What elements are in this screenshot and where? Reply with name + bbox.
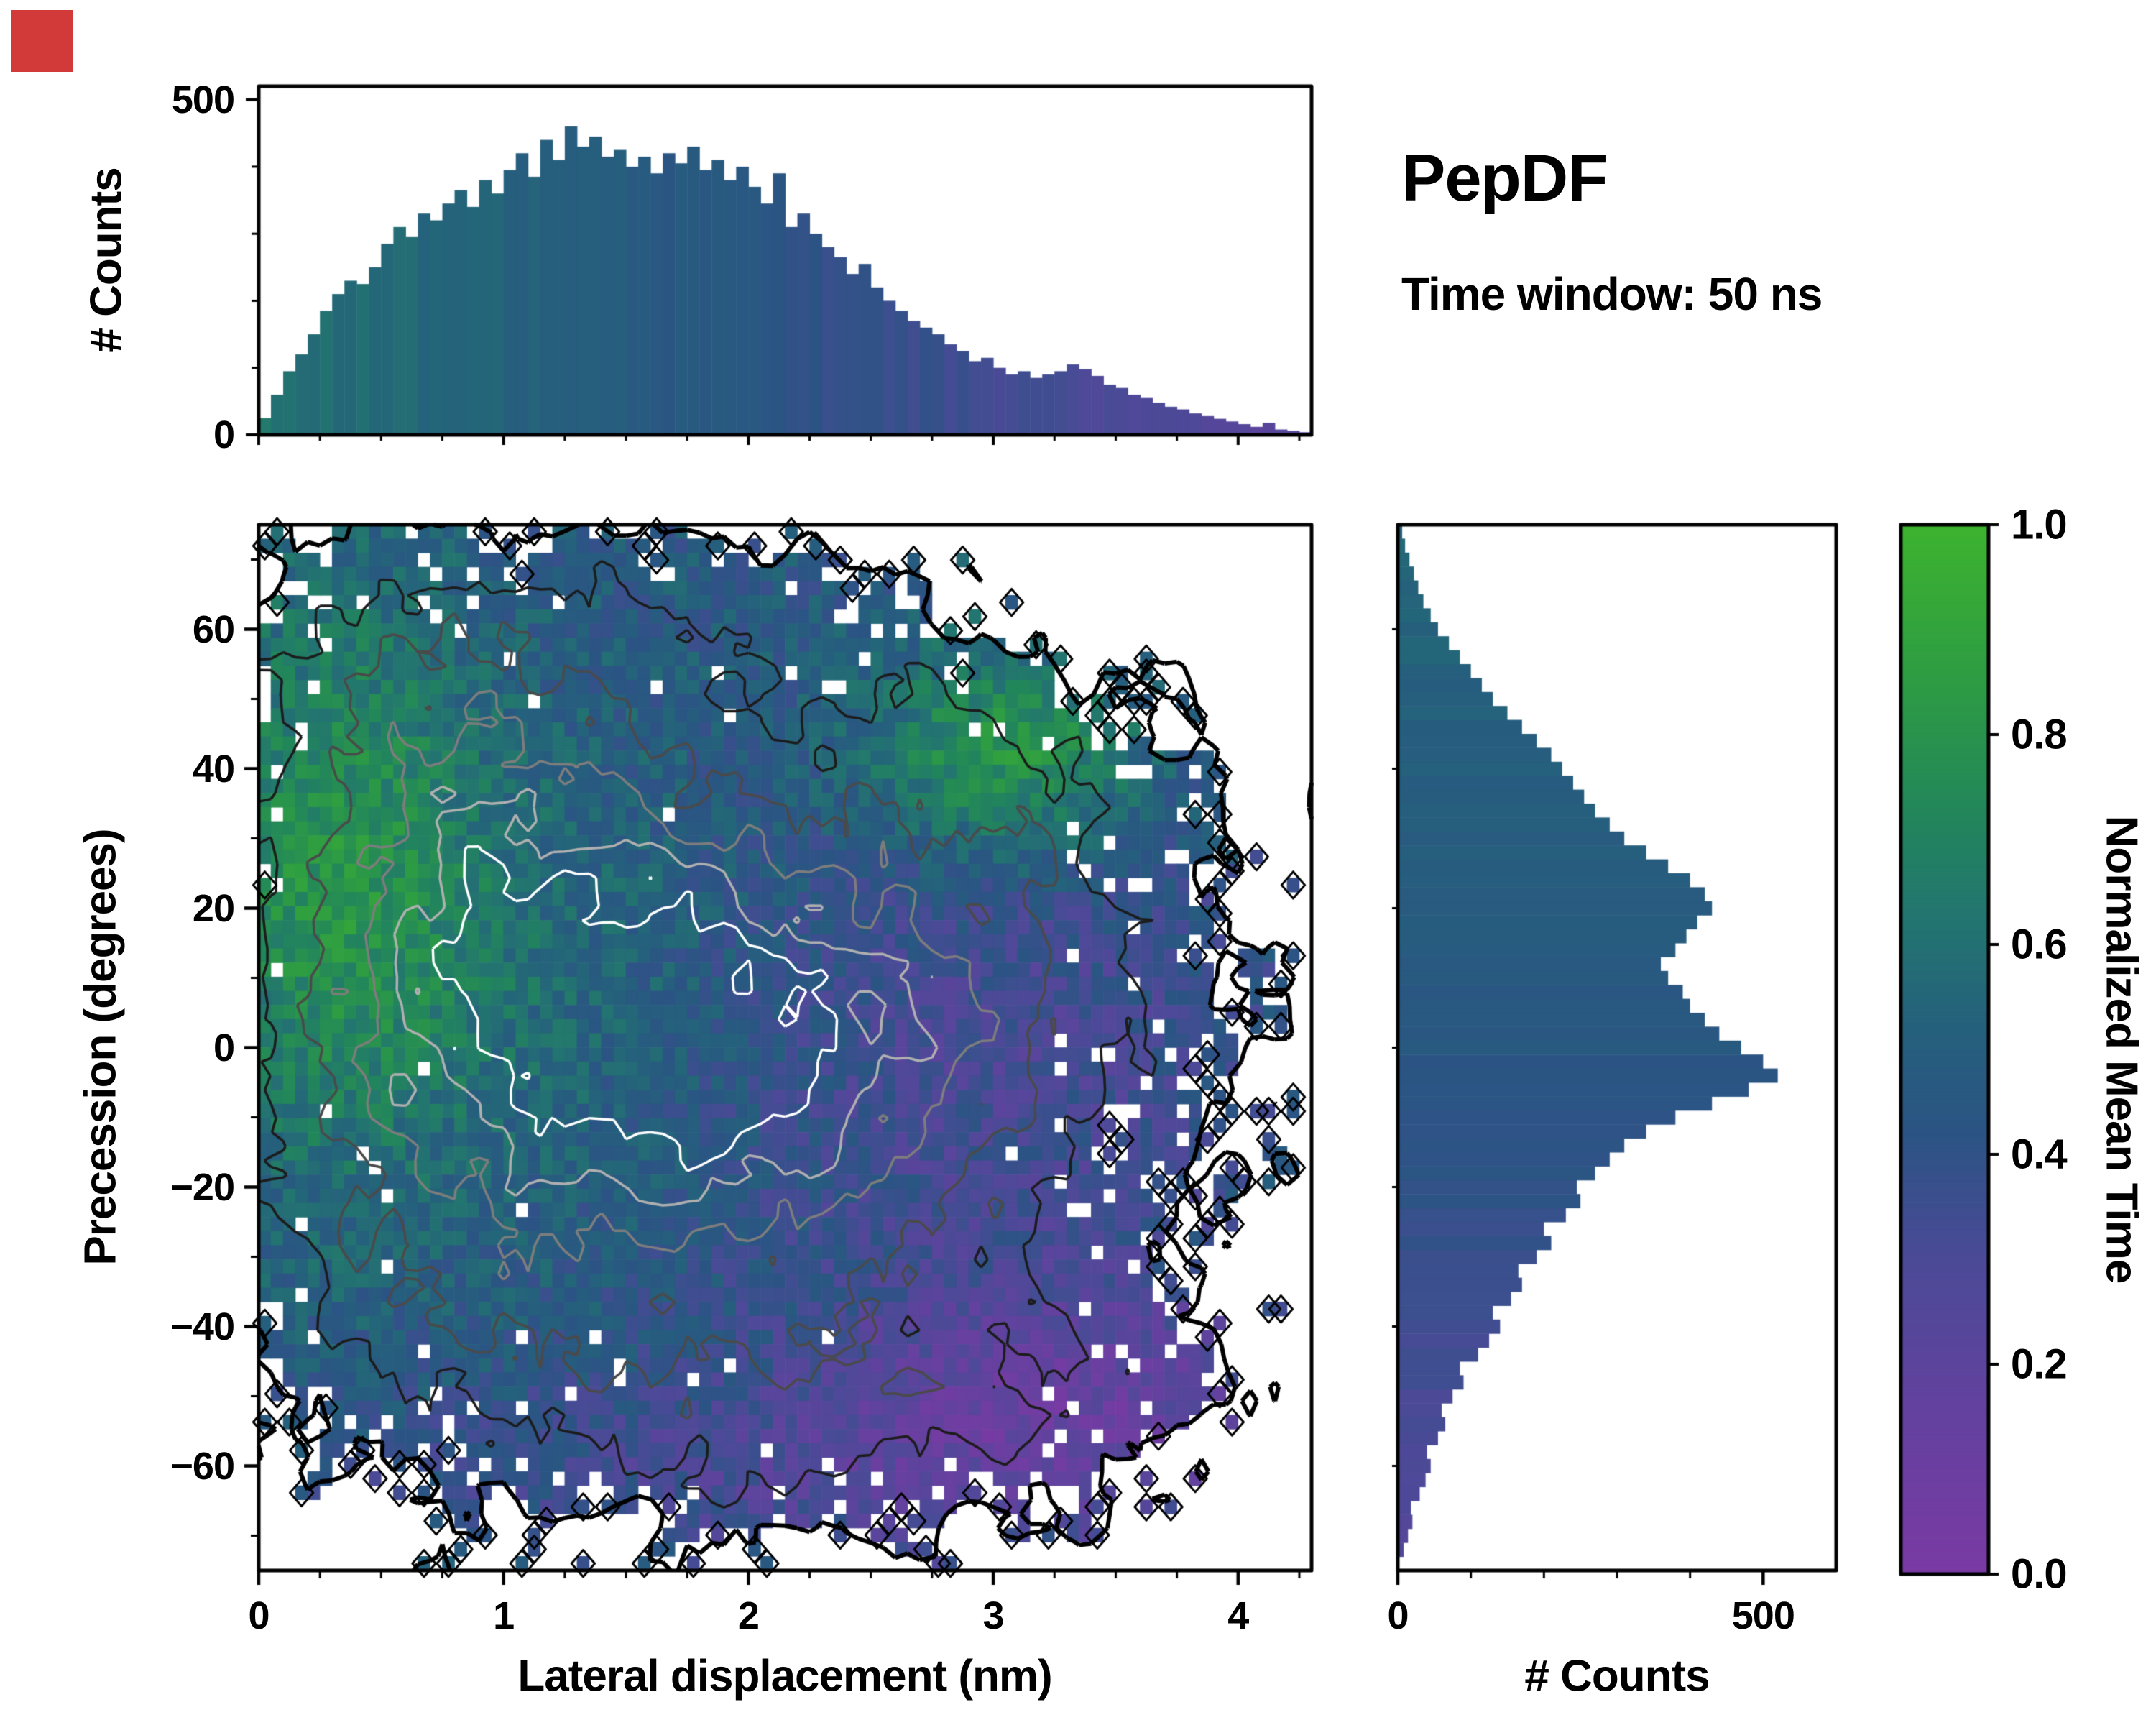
red-marker xyxy=(11,10,73,72)
tick-label: −40 xyxy=(170,1305,235,1348)
plot-title: PepDF xyxy=(1401,142,1608,215)
main-xlabel: Lateral displacement (nm) xyxy=(517,1651,1052,1701)
tick-label: 0.2 xyxy=(2011,1340,2068,1388)
tick-label: 0.4 xyxy=(2011,1131,2068,1178)
tick-label: 0 xyxy=(248,1594,270,1637)
tick-label: 0.0 xyxy=(2011,1550,2068,1598)
tick-label: −20 xyxy=(170,1165,235,1209)
tick-label: 40 xyxy=(192,747,235,791)
tick-label: 60 xyxy=(192,607,235,651)
tick-label: 2 xyxy=(737,1594,760,1637)
tick-label: 0.6 xyxy=(2011,921,2068,968)
top-hist-ylabel: # Counts xyxy=(81,167,132,353)
tick-label: 0 xyxy=(213,413,235,456)
tick-label: 20 xyxy=(192,886,235,930)
tick-label: 3 xyxy=(982,1594,1005,1637)
tick-label: 500 xyxy=(1731,1594,1795,1637)
tick-label: 0 xyxy=(213,1026,235,1070)
tick-label: −60 xyxy=(170,1444,235,1488)
tick-label: 1.0 xyxy=(2011,501,2068,548)
tick-label: 1 xyxy=(493,1594,515,1637)
main-ylabel: Precession (degrees) xyxy=(75,829,126,1266)
colorbar-label: Normalized Mean Time xyxy=(2096,815,2147,1284)
tick-label: 0.8 xyxy=(2011,711,2068,758)
right-hist-xlabel: # Counts xyxy=(1524,1651,1710,1701)
tick-label: 0 xyxy=(1387,1594,1409,1637)
tick-label: 4 xyxy=(1227,1594,1249,1637)
plot-subtitle: Time window: 50 ns xyxy=(1401,268,1823,320)
tick-label: 500 xyxy=(171,78,235,121)
